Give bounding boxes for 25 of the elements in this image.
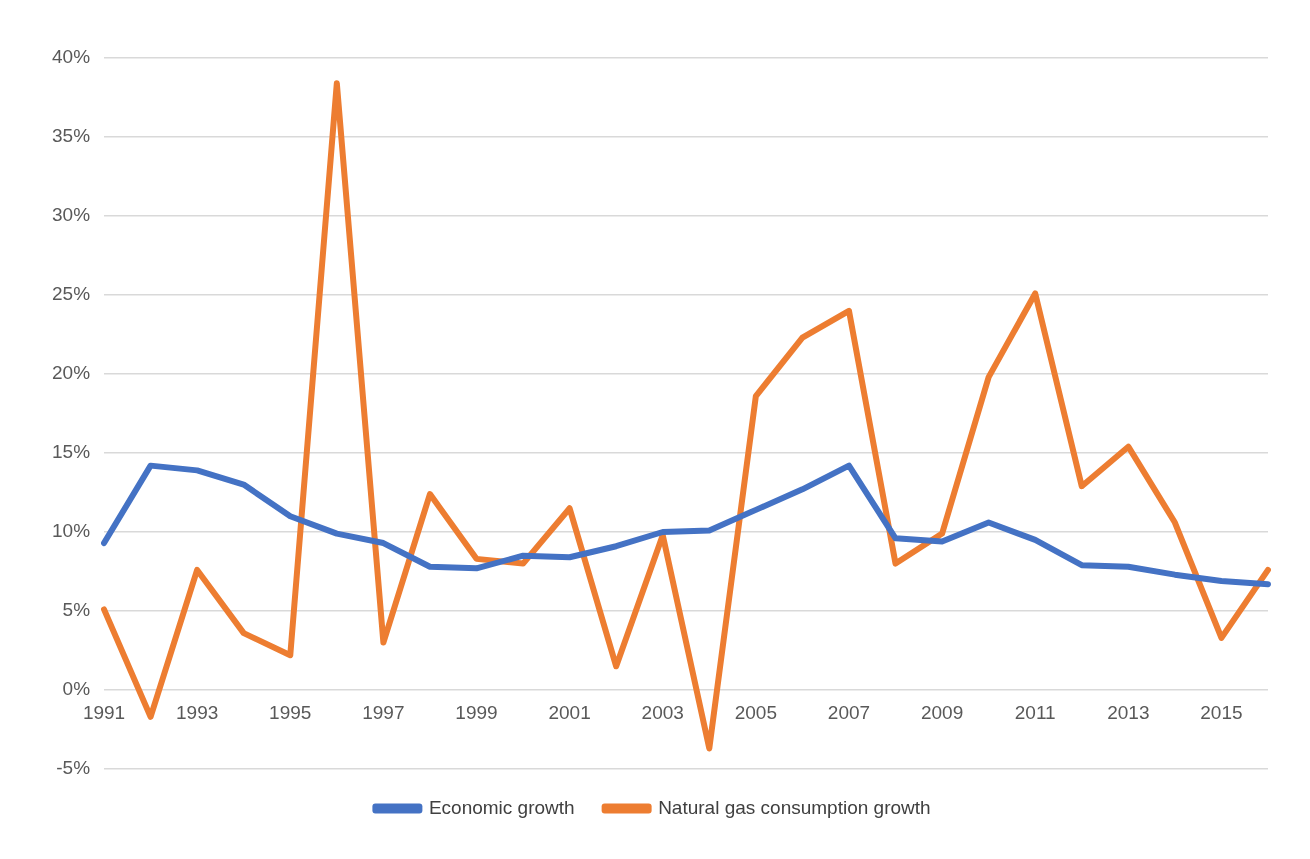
y-tick-label: 0% <box>62 678 91 700</box>
x-tick-label: 2015 <box>1200 701 1243 723</box>
x-tick-label: 1999 <box>455 701 498 723</box>
y-tick-label: 35% <box>52 125 91 147</box>
x-tick-label: 2009 <box>920 701 964 723</box>
y-tick-label: -5% <box>56 757 91 779</box>
x-tick-label: 1995 <box>269 701 312 723</box>
x-tick-label: 2001 <box>548 701 591 723</box>
y-tick-label: 25% <box>52 283 91 305</box>
x-tick-label: 2005 <box>734 701 777 723</box>
x-tick-label: 1993 <box>176 701 219 723</box>
x-tick-label: 1991 <box>82 701 126 723</box>
y-tick-label: 5% <box>62 599 91 621</box>
x-tick-label: 1997 <box>362 701 405 723</box>
legend-label: Economic growth <box>428 796 575 818</box>
x-tick-label: 2007 <box>827 701 871 723</box>
y-tick-label: 15% <box>52 441 91 463</box>
x-tick-label: 2011 <box>1014 701 1056 723</box>
y-tick-label: 40% <box>52 46 91 68</box>
y-tick-label: 20% <box>52 362 91 384</box>
y-tick-label: 10% <box>52 520 91 542</box>
x-tick-label: 2013 <box>1107 701 1150 723</box>
x-tick-label: 2003 <box>641 701 684 723</box>
y-tick-label: 30% <box>52 204 91 226</box>
legend-label: Natural gas consumption growth <box>658 796 931 818</box>
